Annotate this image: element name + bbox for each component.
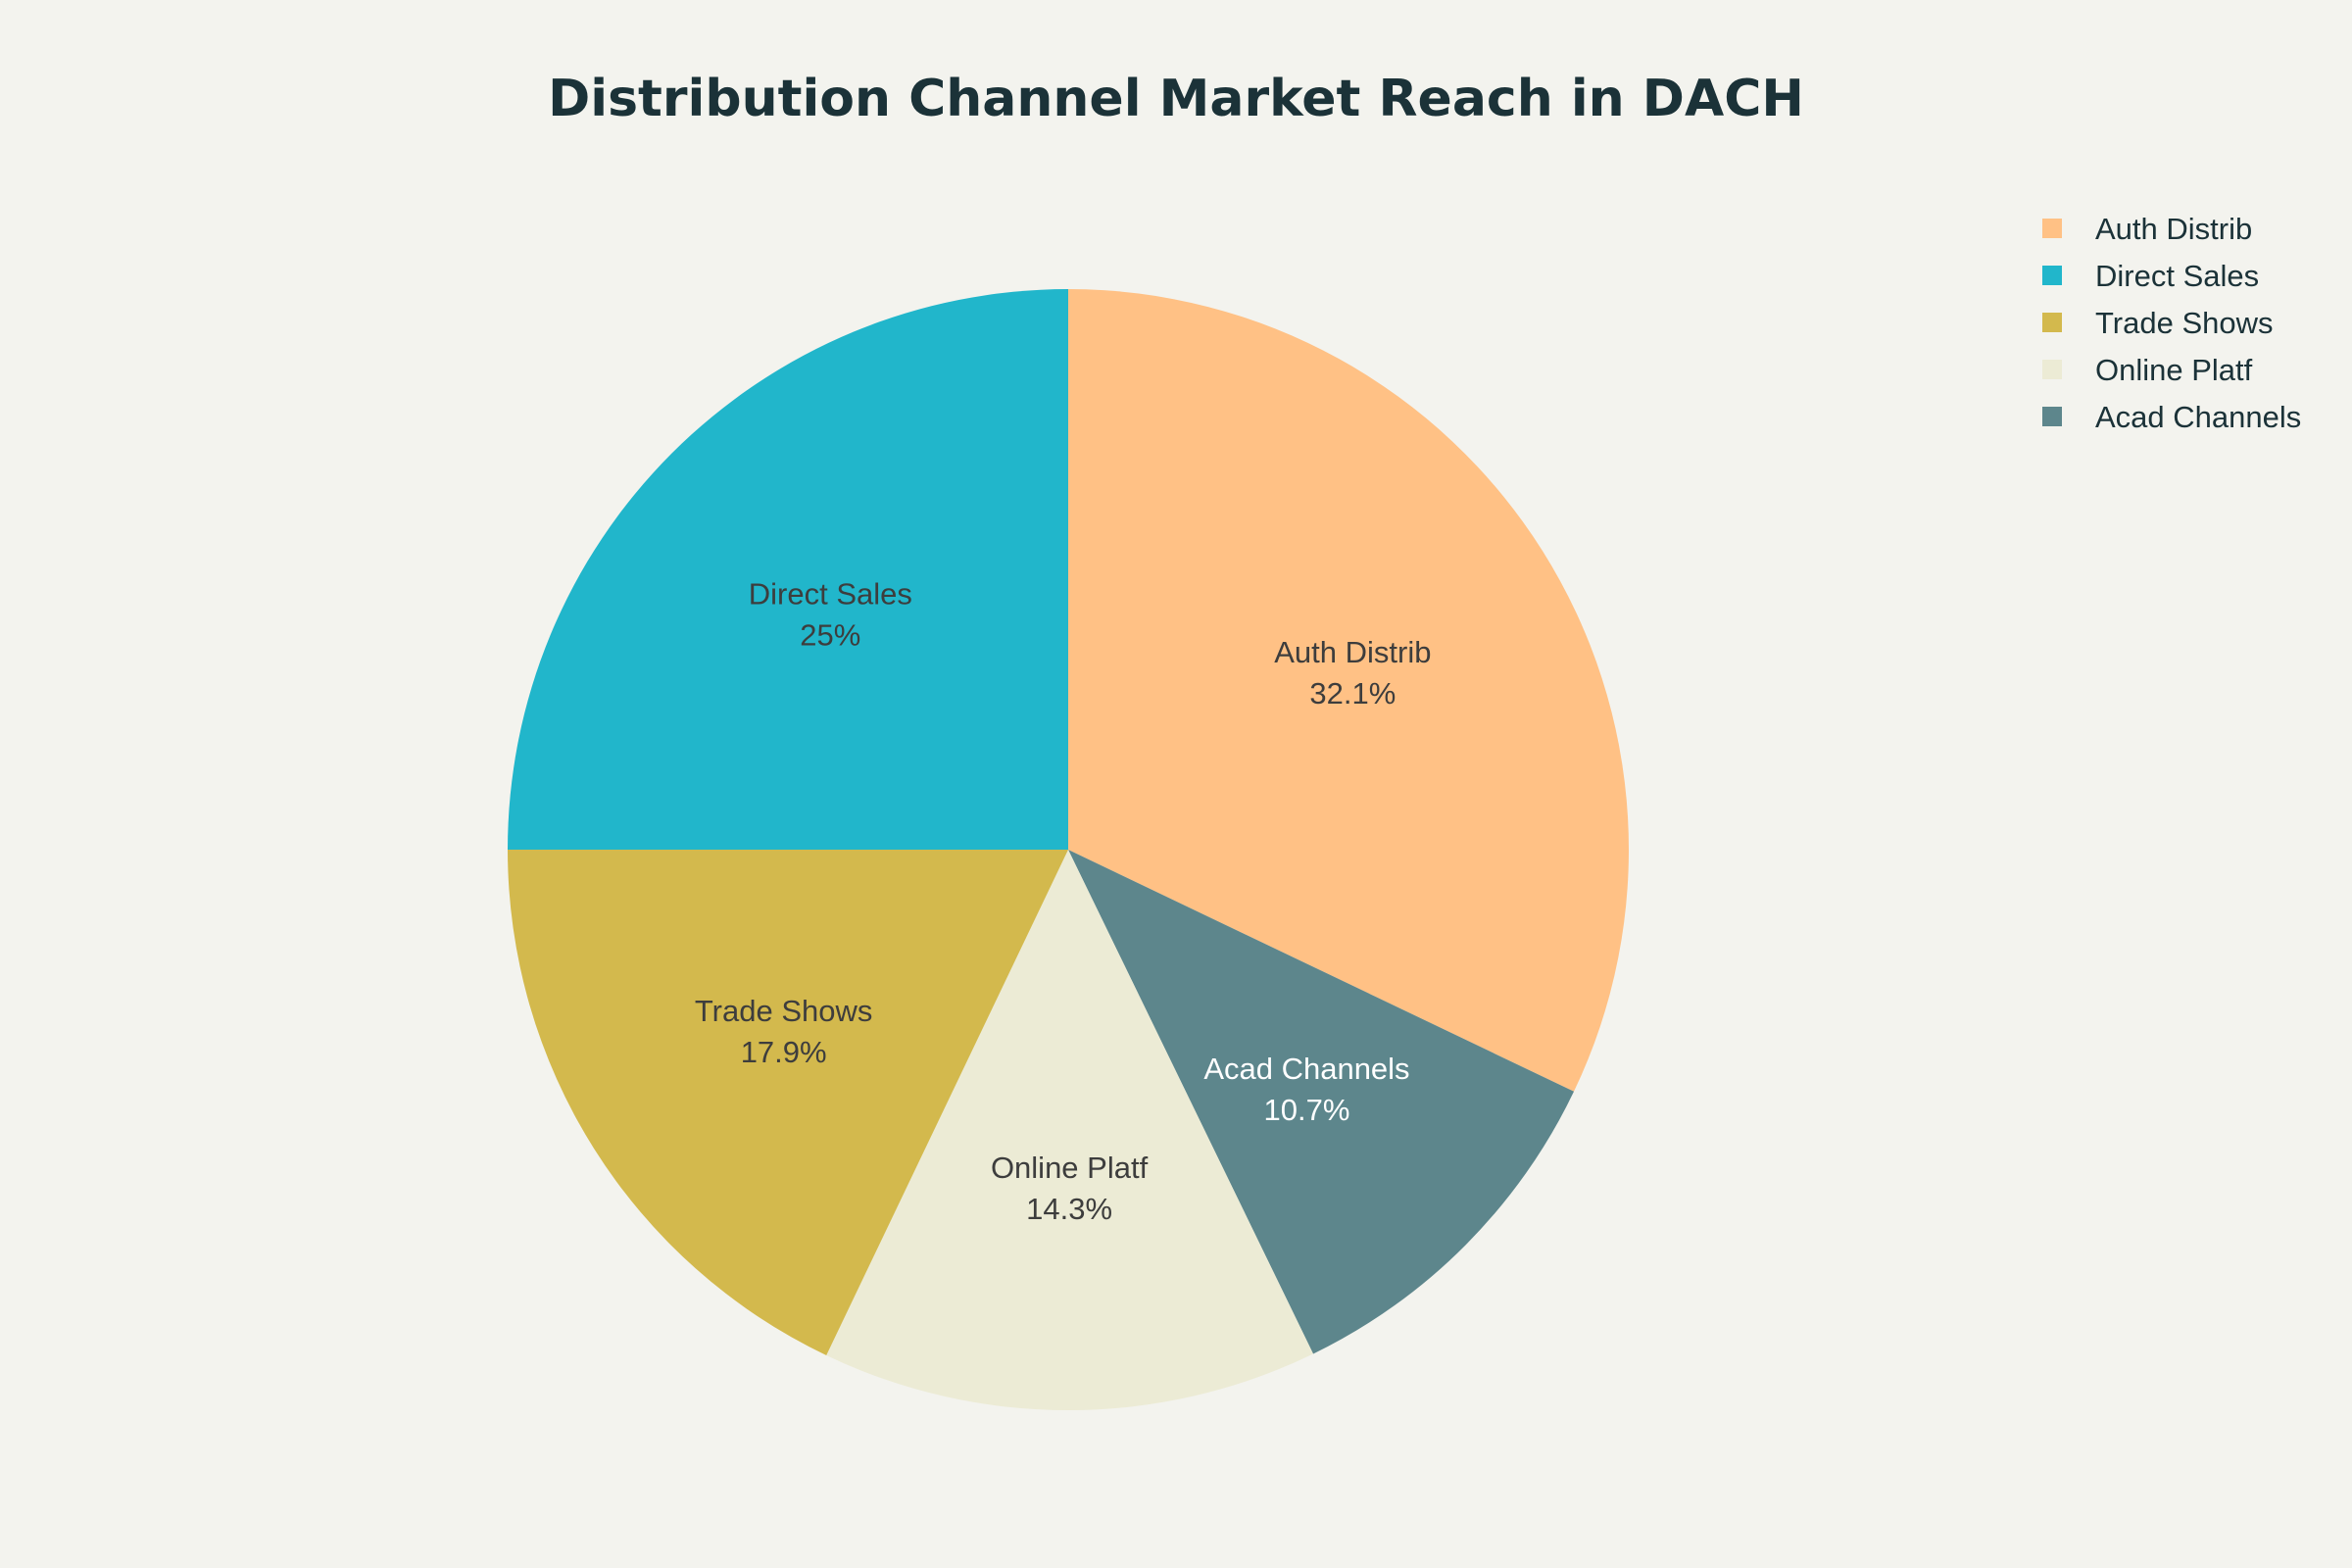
legend: Auth Distrib Direct Sales Trade Shows Onlin… <box>2042 212 2301 434</box>
legend-label-auth-distrib: Auth Distrib <box>2095 212 2252 246</box>
slice-value-trade-shows: 17.9% <box>741 1035 827 1069</box>
legend-label-acad-channels: Acad Channels <box>2095 400 2301 434</box>
legend-item-online-platf[interactable]: Online Platf <box>2042 353 2253 387</box>
slice-value-auth-distrib: 32.1% <box>1309 676 1396 710</box>
slice-label-online-platf: Online Platf <box>991 1151 1149 1185</box>
legend-swatch-online-platf <box>2042 360 2062 379</box>
legend-swatch-auth-distrib <box>2042 219 2062 238</box>
legend-item-auth-distrib[interactable]: Auth Distrib <box>2042 212 2252 246</box>
chart-title: Distribution Channel Market Reach in DAC… <box>548 70 1804 128</box>
legend-swatch-direct-sales <box>2042 266 2062 285</box>
slice-value-online-platf: 14.3% <box>1026 1192 1112 1226</box>
legend-item-direct-sales[interactable]: Direct Sales <box>2042 259 2259 293</box>
slice-label-acad-channels: Acad Channels <box>1203 1052 1409 1086</box>
slice-value-direct-sales: 25% <box>800 617 860 652</box>
slice-label-auth-distrib: Auth Distrib <box>1274 635 1431 669</box>
legend-label-trade-shows: Trade Shows <box>2095 306 2274 340</box>
legend-item-trade-shows[interactable]: Trade Shows <box>2042 306 2274 340</box>
slice-label-direct-sales: Direct Sales <box>749 576 912 611</box>
legend-swatch-acad-channels <box>2042 407 2062 426</box>
legend-item-acad-channels[interactable]: Acad Channels <box>2042 400 2301 434</box>
pie-slice-acad-channels[interactable] <box>1068 850 1575 1354</box>
legend-label-online-platf: Online Platf <box>2095 353 2253 387</box>
slice-value-acad-channels: 10.7% <box>1263 1093 1349 1127</box>
pie-slice-trade-shows[interactable] <box>508 850 1068 1356</box>
pie-slice-online-platf[interactable] <box>826 850 1314 1410</box>
pie-slice-direct-sales[interactable] <box>508 289 1068 850</box>
legend-label-direct-sales: Direct Sales <box>2095 259 2259 293</box>
legend-swatch-trade-shows <box>2042 313 2062 332</box>
slices-layer <box>508 289 1629 1410</box>
labels-layer: Auth Distrib 32.1% Acad Channels 10.7% Onlin… <box>695 576 1432 1226</box>
slice-label-trade-shows: Trade Shows <box>695 994 873 1028</box>
pie-slice-auth-distrib[interactable] <box>1068 289 1629 1092</box>
